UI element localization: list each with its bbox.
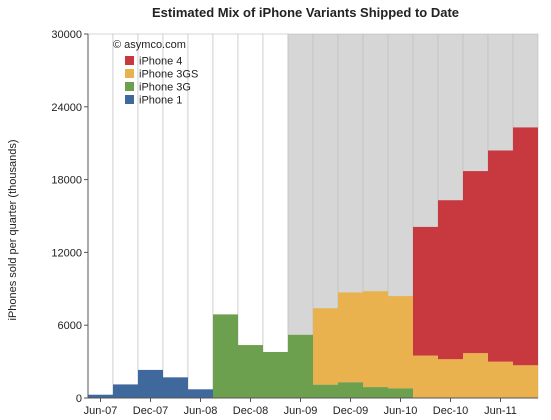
bar-iphone-1 bbox=[113, 384, 138, 398]
bar-iphone-3gs bbox=[488, 361, 513, 398]
bar-iphone-3g bbox=[363, 387, 388, 398]
legend-swatch bbox=[125, 95, 134, 104]
legend-swatch bbox=[125, 82, 134, 91]
legend-label: iPhone 3G bbox=[139, 82, 191, 94]
background-column bbox=[237, 33, 264, 399]
bar-iphone-1 bbox=[138, 369, 163, 398]
legend-label: iPhone 1 bbox=[139, 95, 182, 107]
bar-iphone-3gs bbox=[463, 353, 488, 398]
source-annotation: © asymco.com bbox=[113, 39, 186, 51]
x-tick-label: Dec-08 bbox=[233, 405, 268, 417]
bar-iphone-3g bbox=[388, 388, 413, 398]
bar-iphone-4 bbox=[513, 127, 538, 366]
y-tick-label: 18000 bbox=[51, 175, 82, 187]
bar-iphone-4 bbox=[413, 226, 438, 356]
background-column bbox=[262, 33, 289, 399]
y-tick-label: 12000 bbox=[51, 247, 82, 259]
bar-iphone-3g bbox=[288, 334, 313, 398]
bar-iphone-3g bbox=[238, 345, 263, 398]
legend-label: iPhone 4 bbox=[139, 56, 182, 68]
y-tick-label: 30000 bbox=[51, 29, 82, 41]
bar-iphone-1 bbox=[188, 389, 213, 398]
x-tick-label: Jun-08 bbox=[184, 405, 218, 417]
bar-iphone-3g bbox=[338, 382, 363, 398]
x-tick-label: Jun-11 bbox=[484, 405, 517, 417]
legend-label: iPhone 3GS bbox=[139, 69, 198, 81]
bar-iphone-3gs bbox=[363, 291, 388, 388]
x-tick-label: Jun-09 bbox=[284, 405, 318, 417]
legend-swatch bbox=[125, 69, 134, 78]
bar-iphone-3g bbox=[313, 384, 338, 398]
bar-iphone-3gs bbox=[338, 292, 363, 383]
y-tick-label: 0 bbox=[76, 393, 82, 405]
background-column bbox=[187, 33, 214, 399]
x-tick-label: Dec-10 bbox=[433, 405, 468, 417]
x-tick-label: Jun-10 bbox=[384, 405, 418, 417]
y-tick-label: 24000 bbox=[51, 102, 82, 114]
bar-iphone-3gs bbox=[313, 308, 338, 385]
bar-iphone-3gs bbox=[413, 355, 438, 398]
bar-iphone-3g bbox=[263, 351, 288, 398]
bar-iphone-3gs bbox=[438, 359, 463, 398]
bar-iphone-1 bbox=[163, 377, 188, 398]
bar-iphone-4 bbox=[488, 150, 513, 362]
bar-iphone-3gs bbox=[513, 365, 538, 398]
x-tick-label: Dec-09 bbox=[333, 405, 368, 417]
background-column bbox=[87, 33, 114, 399]
y-tick-label: 6000 bbox=[58, 320, 82, 332]
x-tick-label: Dec-07 bbox=[133, 405, 168, 417]
bar-iphone-4 bbox=[463, 171, 488, 354]
bar-iphone-1 bbox=[88, 394, 113, 398]
x-tick-label: Jun-07 bbox=[84, 405, 118, 417]
chart-title: Estimated Mix of iPhone Variants Shipped… bbox=[152, 5, 459, 20]
bar-iphone-3g bbox=[213, 314, 238, 398]
legend-swatch bbox=[125, 56, 134, 65]
bar-iphone-3gs bbox=[388, 296, 413, 389]
bar-iphone-4 bbox=[438, 200, 463, 360]
